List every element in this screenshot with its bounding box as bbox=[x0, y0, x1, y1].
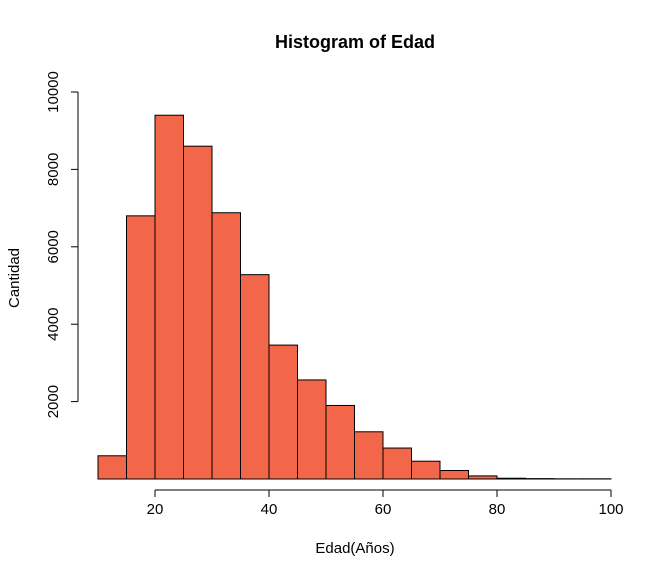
x-tick-label: 80 bbox=[489, 501, 506, 518]
histogram-bar bbox=[439, 469, 469, 480]
y-axis-label: Cantidad bbox=[6, 248, 23, 308]
histogram-bar bbox=[325, 404, 355, 480]
y-axis: 2000 4000 6000 8000 10000 bbox=[45, 71, 79, 418]
x-tick-label: 100 bbox=[598, 501, 623, 518]
histogram-bar bbox=[496, 477, 526, 480]
histogram-bar bbox=[126, 215, 156, 480]
y-tick-label: 2000 bbox=[45, 385, 62, 418]
histogram-bar bbox=[411, 460, 441, 480]
histogram-bar bbox=[154, 114, 184, 480]
histogram-bar bbox=[211, 212, 241, 480]
histogram-bar bbox=[183, 145, 213, 480]
y-tick-label: 8000 bbox=[45, 153, 62, 186]
bars-group bbox=[97, 114, 612, 480]
histogram-bar bbox=[97, 455, 127, 480]
histogram-bar bbox=[468, 475, 498, 480]
x-axis: 20 40 60 80 100 bbox=[147, 489, 624, 518]
x-tick-label: 40 bbox=[261, 501, 278, 518]
x-axis-label: Edad(Años) bbox=[315, 540, 394, 557]
x-tick-label: 20 bbox=[147, 501, 164, 518]
y-tick-label: 10000 bbox=[45, 71, 62, 113]
histogram-bar bbox=[297, 379, 327, 480]
histogram-bar bbox=[240, 274, 270, 480]
chart-title: Histogram of Edad bbox=[275, 32, 435, 52]
y-tick-label: 4000 bbox=[45, 308, 62, 341]
histogram-bar bbox=[268, 344, 298, 480]
y-tick-label: 6000 bbox=[45, 230, 62, 263]
histogram-bar bbox=[354, 431, 384, 480]
x-tick-label: 60 bbox=[375, 501, 392, 518]
histogram-bar bbox=[382, 447, 412, 480]
